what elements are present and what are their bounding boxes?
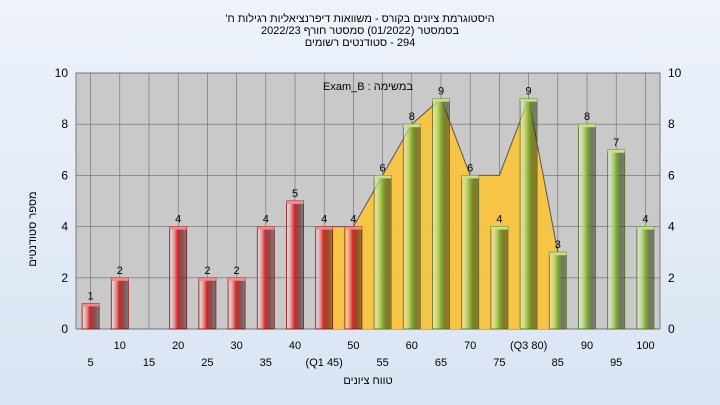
- bar-value-label: 9: [438, 86, 444, 98]
- bar-value-label: 6: [380, 162, 386, 174]
- bar-cap-5: [82, 303, 100, 307]
- bar-cap-90: [578, 124, 596, 128]
- x-tick-label: 35: [260, 357, 272, 369]
- bar-value-label: 7: [613, 137, 619, 149]
- bar-value-label: 9: [526, 86, 532, 98]
- y-tick-label-left: 4: [61, 220, 68, 234]
- x-tick-label: 25: [201, 357, 213, 369]
- bar-value-label: 8: [409, 111, 415, 123]
- x-tick-label: 90: [581, 340, 593, 352]
- bar-cap-100: [636, 226, 654, 230]
- chart-subtitle-registered: 294 - סטודנטים רשומים: [304, 37, 416, 49]
- bar-cap-80: [520, 98, 538, 102]
- x-tick-label: 10: [114, 340, 126, 352]
- bar-cap-45: [315, 226, 333, 230]
- x-tick-label: 40: [289, 340, 301, 352]
- x-tick-label: 75: [493, 357, 505, 369]
- bar-value-label: 2: [204, 265, 210, 277]
- bar-value-label: 6: [467, 162, 473, 174]
- bar-pass-100: [636, 226, 655, 330]
- bar-value-label: 2: [234, 265, 240, 277]
- x-tick-label: (Q3 80): [510, 340, 547, 352]
- y-tick-label-left: 8: [61, 117, 68, 131]
- bar-value-label: 4: [350, 214, 356, 226]
- x-tick-label: 65: [435, 357, 447, 369]
- bar-cap-70: [461, 175, 479, 179]
- bar-pass-95: [607, 149, 626, 330]
- plot-area: 0 0 2 2 4 4 6 6 8 8 10 10 1 2 4 2 2 4 5 4 4 6 8 9 6 4 9 3 8 7 4 5 10 15 20…: [55, 66, 682, 369]
- bar-fail-10: [110, 277, 129, 330]
- bar-value-label: 8: [584, 111, 590, 123]
- bar-value-label: 4: [175, 214, 181, 226]
- x-tick-label: 100: [636, 340, 654, 352]
- bar-value-label: 3: [555, 239, 561, 251]
- bar-cap-95: [607, 149, 625, 153]
- x-tick-label: 5: [88, 357, 94, 369]
- bar-value-label: 4: [642, 214, 648, 226]
- bar-value-label: 1: [88, 290, 94, 302]
- bar-fail-40: [286, 200, 304, 330]
- bar-fail-25: [198, 277, 217, 330]
- bar-value-label: 5: [292, 188, 298, 200]
- bar-pass-65: [432, 98, 450, 330]
- x-axis-title: טווח ציונים: [343, 375, 392, 387]
- x-tick-label: 30: [230, 340, 242, 352]
- bar-cap-55: [374, 175, 392, 179]
- chart-subtitle-semester: בסמסטר (01/2022) סמסטר חורף 2022/23: [260, 25, 460, 37]
- x-tick-label: 60: [406, 340, 418, 352]
- bar-cap-75: [490, 226, 508, 230]
- bar-cap-35: [257, 226, 275, 230]
- bar-value-label: 4: [321, 214, 327, 226]
- y-tick-label-right: 10: [668, 66, 682, 80]
- bar-cap-20: [169, 226, 187, 230]
- y-tick-label-right: 4: [668, 220, 675, 234]
- x-tick-label: 55: [376, 357, 388, 369]
- y-tick-label-right: 8: [668, 117, 675, 131]
- bar-cap-60: [403, 124, 421, 128]
- bar-cap-85: [549, 252, 567, 256]
- x-tick-label: 50: [347, 340, 359, 352]
- y-tick-label-left: 0: [61, 322, 68, 336]
- bar-pass-75: [490, 226, 509, 330]
- bar-value-label: 4: [496, 214, 502, 226]
- bar-cap-25: [198, 277, 216, 281]
- bar-pass-85: [548, 251, 567, 330]
- x-tick-label: (Q1 45): [306, 357, 343, 369]
- x-tick-label: 85: [552, 357, 564, 369]
- bar-pass-90: [578, 123, 596, 330]
- y-axis-title: מספר סטודנטים: [27, 191, 39, 266]
- x-tick-label: 20: [172, 340, 184, 352]
- y-tick-label-left: 6: [61, 168, 68, 182]
- bar-cap-50: [344, 226, 362, 230]
- bar-value-label: 2: [117, 265, 123, 277]
- bar-pass-80: [519, 98, 538, 330]
- bar-pass-55: [373, 174, 392, 330]
- bar-cap-65: [432, 98, 450, 102]
- bar-fail-45: [315, 226, 334, 330]
- y-tick-label-right: 0: [668, 322, 675, 336]
- bar-fail-30: [227, 277, 246, 330]
- y-tick-label-right: 6: [668, 168, 675, 182]
- bar-fail-20: [169, 226, 188, 330]
- y-tick-label-left: 10: [55, 66, 69, 80]
- bar-cap-30: [228, 277, 246, 281]
- x-tick-label: 70: [464, 340, 476, 352]
- bar-pass-70: [461, 174, 480, 330]
- x-tick-label: 95: [610, 357, 622, 369]
- bar-pass-60: [402, 123, 421, 330]
- chart-annotation: במשימה : Exam_B: [323, 81, 413, 93]
- y-tick-label-right: 2: [668, 271, 675, 285]
- bar-cap-10: [111, 277, 129, 281]
- y-tick-label-left: 2: [61, 271, 68, 285]
- x-tick-label: 15: [143, 357, 155, 369]
- bar-value-label: 4: [263, 214, 269, 226]
- chart-title: היסטוגרמת ציונים בקורס - משוואות דיפרנצי…: [225, 13, 495, 25]
- bar-cap-40: [286, 201, 304, 204]
- bar-fail-5: [81, 302, 100, 330]
- bar-fail-50: [344, 226, 363, 330]
- bar-fail-35: [256, 226, 275, 330]
